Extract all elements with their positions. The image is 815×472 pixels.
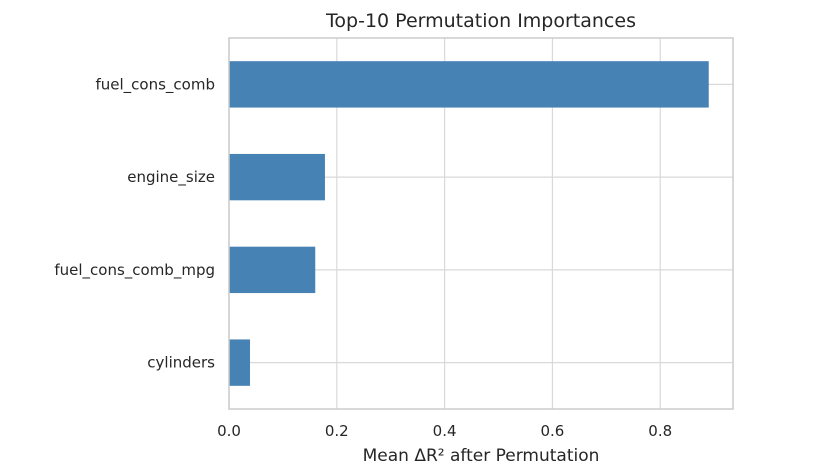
bar-fuel-cons-comb-mpg xyxy=(229,246,316,294)
y-tick-labels: fuel_cons_comb engine_size fuel_cons_comb_… xyxy=(54,75,215,371)
x-axis-label: Mean ΔR² after Permutation xyxy=(363,446,600,466)
y-tick-label: fuel_cons_comb_mpg xyxy=(54,261,215,280)
x-tick-label: 0.4 xyxy=(433,422,457,440)
bar-engine-size xyxy=(229,153,325,201)
bar-cylinders xyxy=(229,339,251,386)
x-tick-label: 0.8 xyxy=(648,422,672,440)
x-tick-label: 0.2 xyxy=(325,422,349,440)
y-tick-label: engine_size xyxy=(127,168,215,187)
bars xyxy=(229,61,709,386)
y-tick-label: cylinders xyxy=(147,354,215,372)
chart-title: Top-10 Permutation Importances xyxy=(325,10,636,32)
y-tick-label: fuel_cons_comb xyxy=(96,75,216,94)
x-tick-label: 0.0 xyxy=(217,422,241,440)
x-tick-label: 0.6 xyxy=(540,422,564,440)
x-tick-labels: 0.0 0.2 0.4 0.6 0.8 xyxy=(217,422,672,440)
bar-fuel-cons-comb xyxy=(229,61,709,108)
plot-frame xyxy=(228,37,734,410)
